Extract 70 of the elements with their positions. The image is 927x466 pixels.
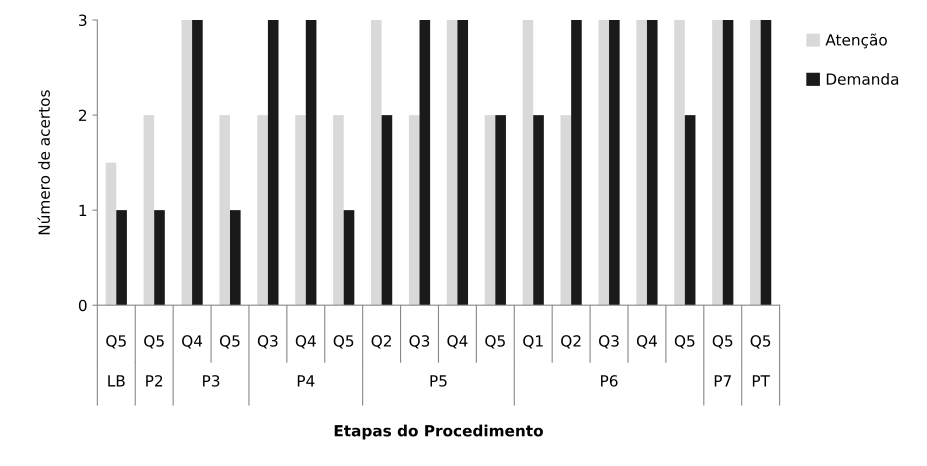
x-tick-label: Q5 (220, 335, 240, 348)
x-tick-label: Q2 (561, 335, 580, 348)
y-tick-label: 1 (80, 204, 86, 216)
bar (457, 20, 468, 306)
bar (382, 115, 392, 306)
bar (295, 115, 306, 306)
x-tick-label: Q3 (599, 335, 619, 348)
x-tick-label: Q2 (372, 335, 391, 348)
x-tick-label: Q4 (182, 335, 202, 348)
bar (598, 20, 610, 306)
bar (684, 115, 696, 306)
x-tick-label: Q3 (410, 335, 430, 348)
bar (560, 115, 572, 306)
bar (408, 115, 420, 306)
text: P6 (601, 375, 618, 387)
bar (609, 20, 620, 306)
bar (722, 20, 734, 306)
text: P4 (298, 375, 314, 386)
legend-label: Atenção (825, 34, 887, 48)
bar (219, 115, 230, 306)
bar (484, 115, 496, 306)
y-tick-label: 3 (79, 14, 86, 26)
y-tick-label: 0 (78, 300, 87, 312)
bar (522, 20, 534, 306)
x-tick-label: Q5 (674, 335, 694, 348)
bar (192, 20, 203, 306)
bar (154, 210, 165, 306)
bar (371, 20, 382, 306)
bar (257, 115, 268, 306)
bar (571, 20, 582, 306)
bar (420, 20, 430, 306)
x-tick-label: Q5 (334, 335, 354, 348)
text: P3 (203, 375, 220, 387)
bar (333, 115, 344, 306)
bar (646, 20, 658, 306)
bar (181, 20, 192, 306)
x-tick-label: Q5 (144, 335, 164, 348)
x-tick-label: Q4 (447, 335, 468, 348)
bar (446, 20, 458, 306)
bar (750, 20, 761, 306)
x-tick-label: Q5 (485, 335, 505, 348)
x-axis-title: Etapas do Procedimento (334, 424, 543, 440)
bar (760, 20, 772, 306)
legend-label: Demanda (826, 73, 898, 85)
text: P5 (430, 375, 447, 387)
bar (712, 20, 723, 306)
bar (495, 115, 506, 306)
bar (116, 210, 127, 306)
x-tick-label: Q5 (750, 335, 770, 348)
bar (106, 162, 116, 306)
bar (144, 115, 154, 306)
bar (344, 210, 354, 306)
x-tick-label: Q1 (523, 335, 543, 348)
text: P2 (146, 375, 162, 386)
text: P7 (714, 375, 731, 386)
bar (533, 115, 544, 306)
bar (674, 20, 685, 306)
x-tick-label: Q5 (106, 335, 126, 348)
text: LB (108, 375, 125, 386)
x-tick-label: Q5 (712, 335, 732, 348)
bar (636, 20, 647, 306)
y-axis-title: Número de acertos (37, 90, 50, 234)
bar (230, 210, 241, 306)
bar (268, 20, 279, 306)
x-tick-label: Q3 (258, 335, 278, 348)
y-tick-label: 2 (79, 110, 86, 121)
x-tick-label: Q4 (636, 335, 657, 348)
bar (306, 20, 316, 306)
x-tick-label: Q4 (296, 335, 316, 348)
text: PT (752, 375, 770, 386)
